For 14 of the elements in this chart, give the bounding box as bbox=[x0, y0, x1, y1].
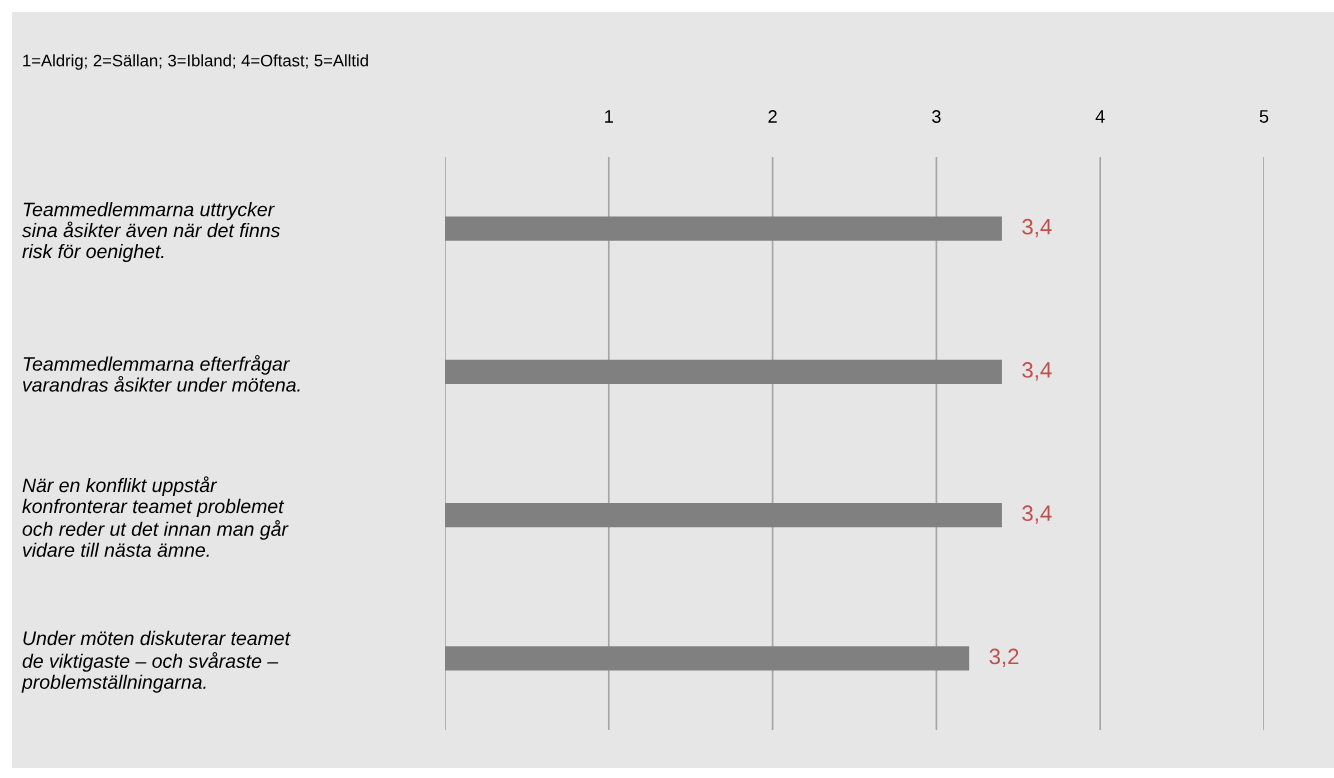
x-tick-label: 1 bbox=[605, 110, 613, 123]
text: 1=Aldrig; 2=Sällan; 3=Ibland; 4=Oftast; 5=Alltid bbox=[23, 54, 368, 70]
x-tick-label: 4 bbox=[1095, 110, 1105, 123]
x-tick-label: 5 bbox=[1259, 110, 1269, 123]
x-tick-label: 2 bbox=[768, 110, 777, 123]
x-tick-label: 3 bbox=[932, 110, 941, 123]
data-label: 3,4 bbox=[1022, 218, 1052, 238]
data-label: 3,2 bbox=[989, 648, 1019, 667]
y-tick-label: Teammedlemmarna efterfrågar varandras åsikter under mötena. bbox=[23, 354, 300, 392]
data-label: 3,4 bbox=[1022, 362, 1052, 381]
data-label: 3,4 bbox=[1022, 505, 1052, 524]
y-tick-label: När en konflikt uppstår konfronterar teamet problemet och reder ut det innan man går vidare till nästa ämne. bbox=[22, 476, 289, 557]
y-tick-label: Under möten diskuterar teamet de viktigaste – och svåraste – problemställningarna. bbox=[21, 630, 291, 693]
y-tick-label: Teammedlemmarna uttrycker sina åsikter även när det finns risk för oenighet. bbox=[22, 202, 280, 263]
